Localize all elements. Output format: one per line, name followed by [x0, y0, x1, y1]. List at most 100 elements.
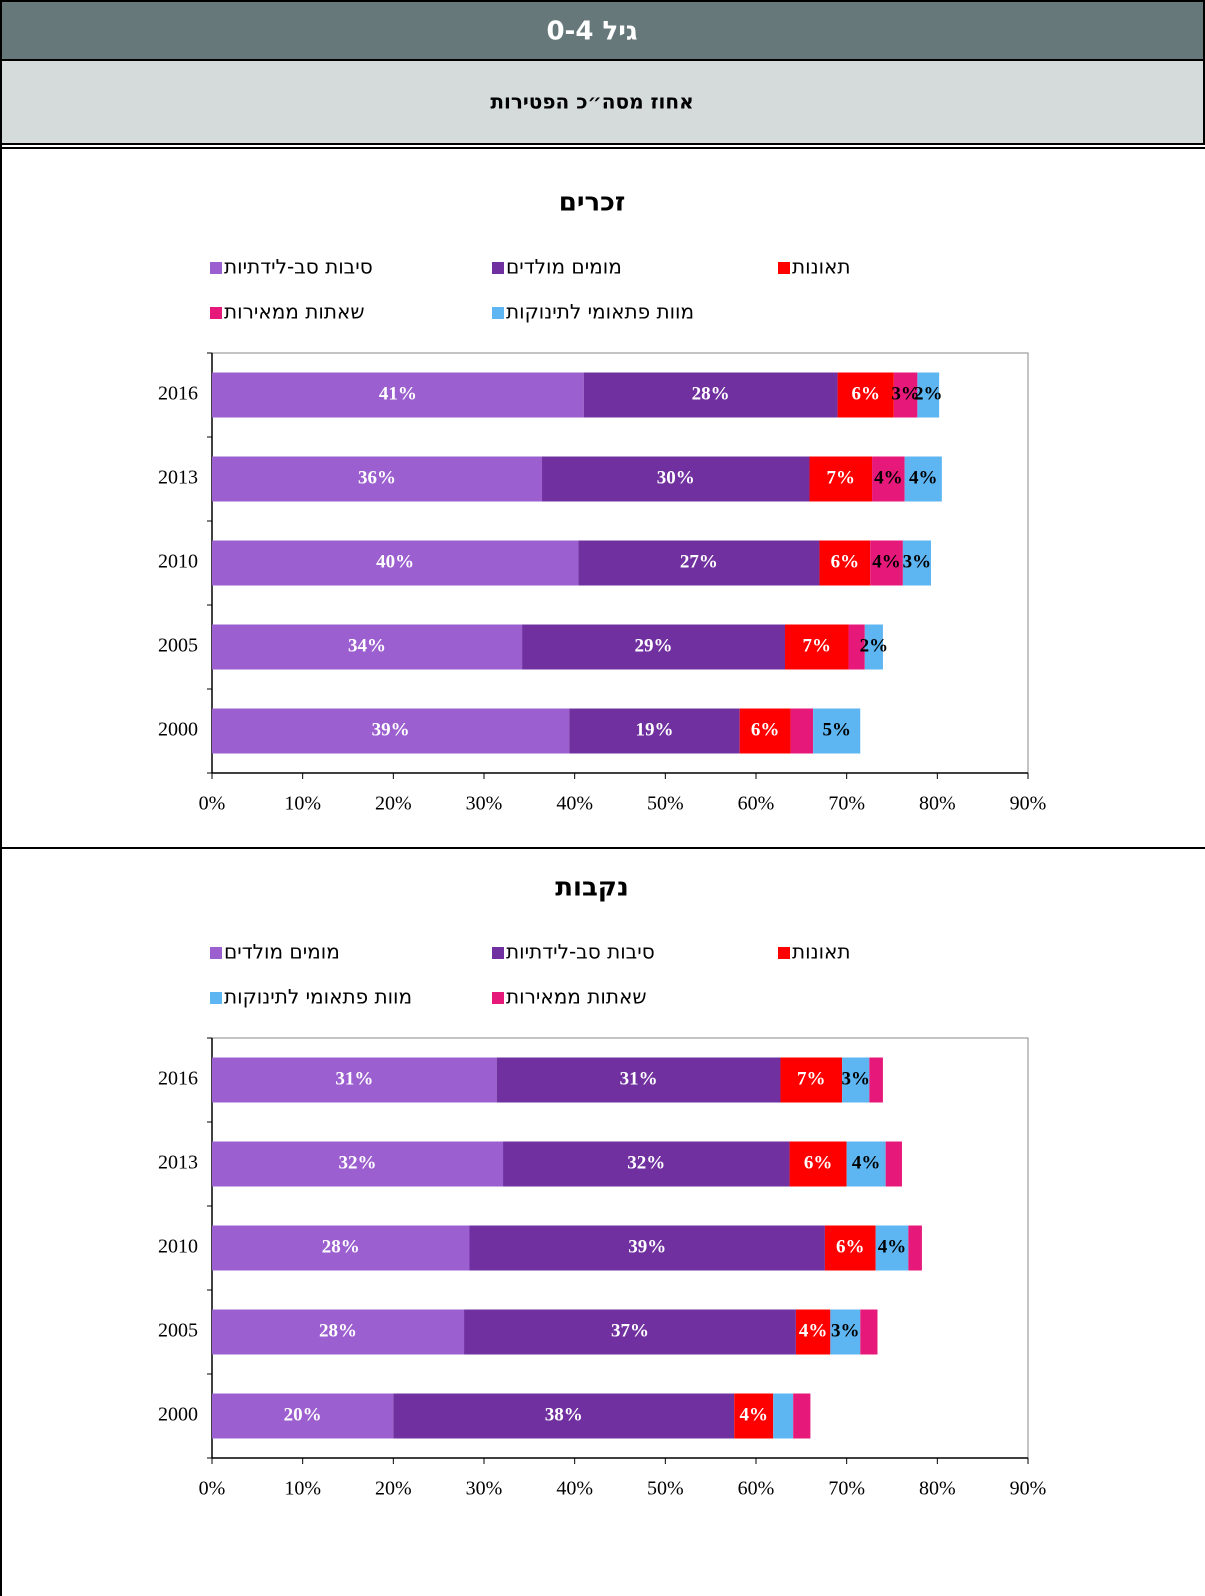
y-tick-label: 2016: [158, 1068, 198, 1090]
data-label: 5%: [822, 719, 851, 740]
legend-label: תאונות: [792, 940, 851, 964]
data-label: 30%: [657, 467, 695, 488]
data-label: 4%: [878, 1236, 907, 1257]
x-tick-label: 90%: [1010, 793, 1047, 815]
bar-segment: [212, 624, 523, 670]
data-label: 2%: [914, 383, 943, 404]
bar-segment: [212, 456, 543, 502]
legend-label: מומים מולדים: [506, 255, 622, 279]
y-tick-label: 2000: [158, 719, 198, 741]
y-tick-label: 2013: [158, 467, 198, 489]
bar-segment: [464, 1309, 796, 1355]
legend-swatch: [210, 262, 222, 274]
data-label: 6%: [751, 719, 780, 740]
bar-segment: [780, 1057, 843, 1103]
x-tick-label: 80%: [919, 793, 956, 815]
x-tick-label: 0%: [199, 793, 226, 815]
data-label: 32%: [627, 1152, 665, 1173]
bar-segment: [212, 1225, 470, 1271]
legend-label: סיבות סב-לידתיות: [224, 255, 373, 279]
bar-segment: [739, 708, 791, 754]
x-tick-label: 90%: [1010, 1478, 1047, 1500]
page-title: גיל 0-4: [546, 17, 637, 47]
x-tick-label: 40%: [556, 793, 593, 815]
legend-swatch: [210, 307, 222, 319]
legend-swatch: [492, 307, 504, 319]
x-tick-label: 50%: [647, 793, 684, 815]
data-label: 4%: [909, 467, 938, 488]
bar-segment: [893, 372, 918, 418]
legend-swatch: [492, 992, 504, 1004]
chart-title: זכרים: [559, 188, 626, 218]
bar-segment: [837, 372, 894, 418]
bar-segment: [904, 456, 942, 502]
chart-title: נקבות: [555, 873, 628, 903]
data-label: 4%: [874, 467, 903, 488]
y-tick-label: 2005: [158, 1320, 198, 1342]
data-label: 31%: [620, 1068, 658, 1089]
bar-segment: [885, 1141, 902, 1187]
bar-segment: [785, 624, 849, 670]
bar-segment: [864, 624, 883, 670]
data-label: 20%: [284, 1404, 322, 1425]
x-tick-label: 10%: [284, 1478, 321, 1500]
x-tick-label: 60%: [738, 793, 775, 815]
bar-segment: [522, 624, 786, 670]
data-label: 6%: [851, 383, 880, 404]
data-label: 36%: [358, 467, 396, 488]
subtitle-bar: [0, 59, 1205, 145]
data-label: 4%: [739, 1404, 768, 1425]
data-label: 4%: [852, 1152, 881, 1173]
bar-segment: [212, 708, 570, 754]
data-label: 6%: [804, 1152, 833, 1173]
legend-swatch: [210, 947, 222, 959]
bar-segment: [790, 708, 814, 754]
bar-segment: [212, 1057, 497, 1103]
x-tick-label: 0%: [199, 1478, 226, 1500]
bar-segment: [830, 1309, 861, 1355]
bar-segment: [212, 1393, 394, 1439]
bar-segment: [917, 372, 940, 418]
bar-segment: [824, 1225, 876, 1271]
bar-segment: [869, 1057, 883, 1103]
bar-segment: [875, 1225, 909, 1271]
y-tick-label: 2016: [158, 383, 198, 405]
data-label: 3%: [841, 1068, 870, 1089]
bar-segment: [569, 708, 740, 754]
data-label: 31%: [335, 1068, 373, 1089]
bar-segment: [212, 372, 584, 418]
x-tick-label: 20%: [375, 793, 412, 815]
y-tick-label: 2010: [158, 1236, 198, 1258]
y-tick-label: 2010: [158, 551, 198, 573]
data-label: 7%: [802, 635, 831, 656]
x-tick-label: 10%: [284, 793, 321, 815]
data-label: 3%: [891, 383, 920, 404]
data-label: 40%: [376, 551, 414, 572]
bar-segment: [872, 456, 905, 502]
data-label: 2%: [860, 635, 889, 656]
bar-segment: [793, 1393, 811, 1439]
data-label: 28%: [319, 1320, 357, 1341]
x-tick-label: 30%: [466, 1478, 503, 1500]
bar-segment: [578, 540, 820, 586]
legend-label: סיבות סב-לידתיות: [506, 940, 655, 964]
legend-swatch: [778, 262, 790, 274]
bar-segment: [212, 540, 579, 586]
x-tick-label: 60%: [738, 1478, 775, 1500]
data-label: 37%: [611, 1320, 649, 1341]
bar-segment: [809, 456, 873, 502]
data-label: 27%: [680, 551, 718, 572]
bar-segment: [469, 1225, 825, 1271]
legend-swatch: [492, 262, 504, 274]
bar-segment: [212, 1309, 465, 1355]
y-tick-label: 2000: [158, 1404, 198, 1426]
bar-segment: [860, 1309, 878, 1355]
legend-label: מומים מולדים: [224, 940, 340, 964]
bar-segment: [842, 1057, 870, 1103]
legend-swatch: [778, 947, 790, 959]
x-tick-label: 40%: [556, 1478, 593, 1500]
bar-segment: [773, 1393, 794, 1439]
bar-segment: [542, 456, 810, 502]
data-label: 3%: [831, 1320, 860, 1341]
